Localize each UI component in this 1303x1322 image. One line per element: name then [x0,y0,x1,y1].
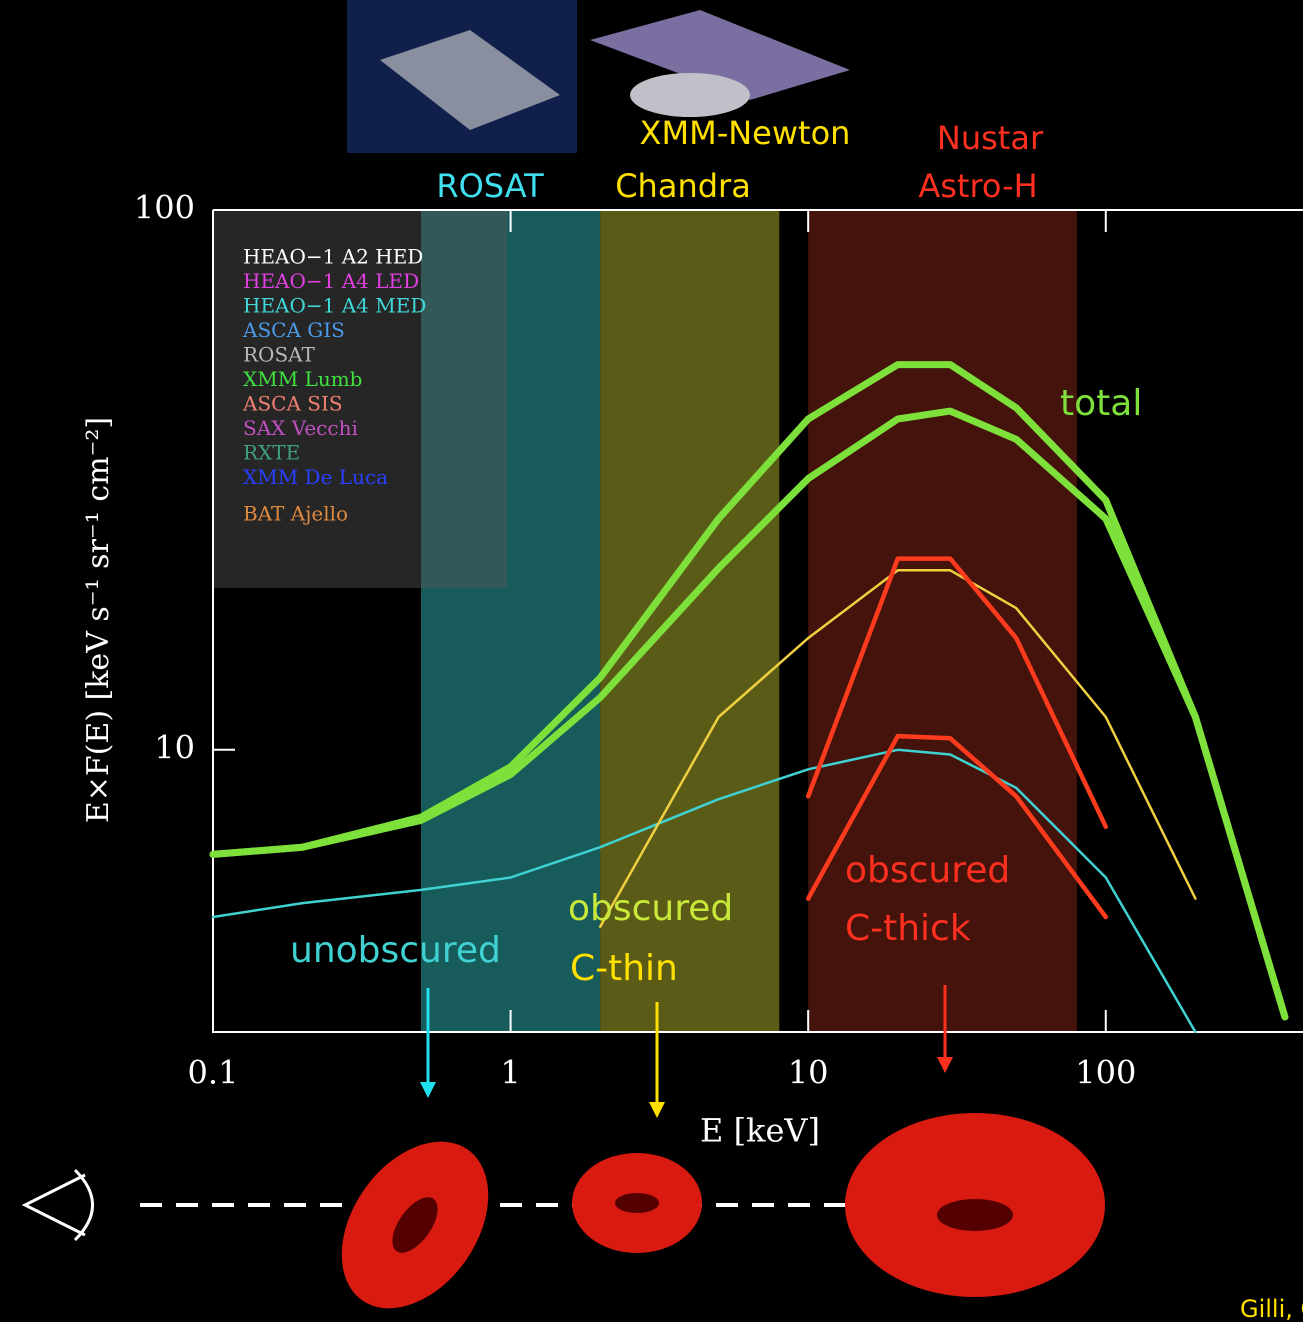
legend-entry: HEAO−1 A2 HED [243,245,423,269]
arrow-head [649,1102,665,1118]
satellite-body [630,73,750,117]
annotation: C-thin [570,948,678,989]
annotation: obscured [845,850,1010,891]
annotation: obscured [568,888,733,929]
torus-hole [615,1193,659,1213]
x-tick-label: 0.1 [188,1054,239,1092]
band-label: Astro-H [918,167,1037,205]
y-tick-label: 10 [154,728,195,766]
band-label: XMM-Newton [640,114,851,152]
legend-entry: SAX Vecchi [243,416,358,440]
credit: Gilli, Com [1240,1295,1303,1322]
legend-entry: BAT Ajello [243,502,348,526]
legend-entry: HEAO−1 A4 MED [243,294,426,318]
legend-entry: HEAO−1 A4 LED [243,269,419,293]
arrow-head [420,1082,436,1098]
arrow-head [937,1057,953,1073]
series-label: unobscured [290,930,501,971]
legend-entry: RXTE [243,441,300,465]
band-label: ROSAT [436,167,544,205]
torus-hole [937,1199,1013,1231]
chart: E [keV] E×F(E) [keV s⁻¹ sr⁻¹ cm⁻²] Gilli… [0,0,1303,1322]
y-tick-label: 100 [134,189,195,227]
series-label: total [1060,383,1142,424]
legend-entry: XMM De Luca [243,465,388,489]
x-tick-label: 1 [500,1054,520,1092]
eye-icon [25,1170,93,1240]
legend-entry: XMM Lumb [243,367,362,391]
band-label: Nustar [937,119,1044,157]
legend-entry: ROSAT [243,343,316,367]
band-label: Chandra [615,167,751,205]
y-axis-label: E×F(E) [keV s⁻¹ sr⁻¹ cm⁻²] [81,417,116,823]
x-axis-label: E [keV] [700,1112,820,1150]
legend-entry: ASCA SIS [242,392,343,416]
x-tick-label: 100 [1075,1054,1136,1092]
x-tick-label: 10 [788,1054,829,1092]
annotation: C-thick [845,908,971,949]
legend-entry: ASCA GIS [242,318,345,342]
